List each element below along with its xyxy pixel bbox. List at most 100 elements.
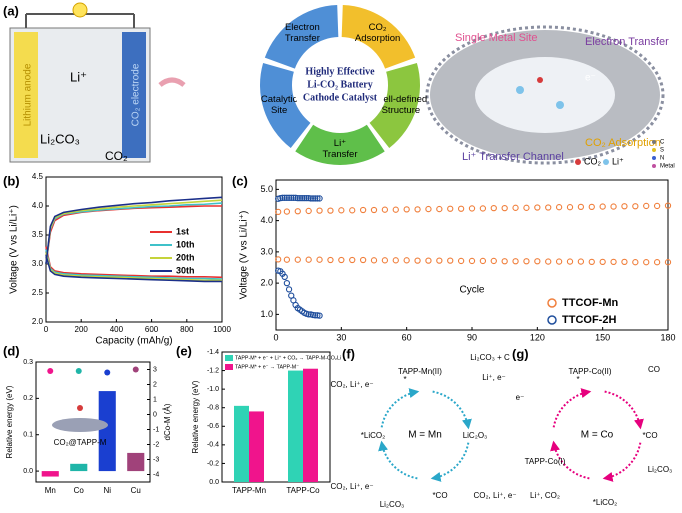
wheel-segment [295, 124, 385, 166]
series-line [45, 252, 222, 282]
center-text: Li-CO₂ Battery [307, 79, 372, 90]
legend-label: CO₂ [584, 156, 602, 166]
panel-label: (e) [176, 343, 192, 358]
data-point [294, 256, 301, 263]
x-tick-label: TAPP-Mn [232, 486, 266, 495]
y2-marker [47, 368, 54, 374]
data-point [523, 258, 530, 265]
data-point [403, 257, 410, 264]
data-point [281, 273, 288, 281]
data-point [275, 256, 282, 263]
legend-swatch [547, 315, 557, 325]
cycle-node: * [576, 375, 579, 384]
data-point [314, 312, 321, 319]
center-text: Cathode Catalyst [303, 92, 378, 103]
cycle-node: CO₂, Li⁺, e⁻ [330, 482, 373, 491]
data-point [296, 194, 304, 202]
data-point [281, 194, 288, 201]
data-point [349, 207, 356, 214]
data-point [309, 311, 317, 319]
pore [475, 57, 615, 133]
x-axis-label: Capacity (mAh/g) [95, 336, 172, 347]
data-point [425, 257, 432, 264]
cycle-node: Li⁺, e⁻ [482, 373, 506, 382]
series-line [45, 196, 223, 265]
data-point [370, 206, 378, 214]
data-point [501, 258, 508, 265]
data-point [555, 204, 563, 211]
annotation: Single Metal Site [455, 32, 538, 44]
data-point [338, 207, 345, 214]
data-point [414, 257, 421, 264]
y-tick-label: 4.0 [260, 215, 273, 225]
cathode [122, 32, 146, 158]
cycle-arrow [604, 390, 644, 430]
data-point [447, 257, 454, 264]
ion-label: Li⁺ [70, 69, 87, 84]
x-tick-label: 30 [336, 332, 346, 342]
y2-marker [75, 368, 82, 374]
data-point [566, 258, 574, 265]
y2-tick-label: -4 [153, 471, 159, 478]
data-point [277, 194, 284, 202]
legend-label: 30th [176, 265, 195, 275]
data-point [512, 258, 519, 265]
annotation: Electron Transfer [585, 36, 669, 48]
data-point [316, 195, 323, 202]
segment-label: Catalytic [261, 94, 298, 105]
x-tick-label: 600 [145, 325, 159, 334]
wheel-center [294, 39, 386, 131]
bar [234, 405, 249, 482]
segment-label: Transfer [322, 149, 357, 160]
data-point [327, 256, 334, 264]
cycle-node: TAPP-Mn(II) [398, 367, 442, 376]
data-point [523, 204, 530, 211]
legend-label: C [660, 140, 665, 146]
data-point [305, 311, 312, 318]
data-point [545, 204, 552, 211]
y2-tick-label: -3 [153, 456, 159, 463]
data-point [479, 205, 487, 212]
data-point [307, 195, 314, 202]
x-tick-label: 1000 [213, 325, 231, 334]
legend-label: TTCOF-2H [562, 314, 616, 326]
panel-label: (d) [3, 343, 20, 358]
y-tick-label: 0.0 [209, 479, 219, 486]
data-point [275, 208, 282, 216]
x-tick-label: TAPP-Co [286, 486, 320, 495]
data-point [316, 207, 323, 214]
center-text: Highly Effective [305, 66, 375, 77]
y-axis-label: Relative energy (eV) [191, 380, 200, 453]
data-point [303, 194, 310, 202]
data-point [392, 257, 399, 264]
legend-dot [652, 164, 656, 168]
y-tick-label: -1.2 [207, 367, 219, 374]
legend-label: 10th [176, 239, 195, 249]
cycle-arrow [602, 442, 642, 482]
y-tick-label: 0.0 [23, 468, 33, 475]
data-point [359, 256, 367, 264]
data-point [577, 258, 585, 265]
data-point [425, 205, 432, 213]
cycle-center: M = Co [581, 430, 614, 441]
legend-swatch [547, 298, 557, 308]
data-point [392, 206, 399, 213]
x-tick-label: 0 [273, 332, 278, 342]
y-tick-label: 0.3 [23, 359, 33, 366]
y2-marker [132, 366, 139, 373]
legend-dot [652, 148, 656, 152]
data-point [436, 205, 443, 213]
segment-label: Li⁺ [334, 138, 346, 149]
cycle-node: TAPP-Co(II) [569, 367, 612, 376]
data-point [283, 208, 291, 215]
bar [288, 370, 303, 482]
segment-label: CO₂ [369, 22, 387, 33]
data-point [359, 206, 367, 214]
annotation: e⁻ [585, 73, 596, 84]
legend-label: N [660, 156, 664, 162]
y-axis-label: Voltage (V vs Li/Li⁺) [9, 205, 20, 294]
legend-swatch [225, 355, 233, 361]
legend-swatch [225, 364, 233, 370]
data-point [283, 194, 291, 201]
y-tick-label: 0.2 [23, 395, 33, 402]
